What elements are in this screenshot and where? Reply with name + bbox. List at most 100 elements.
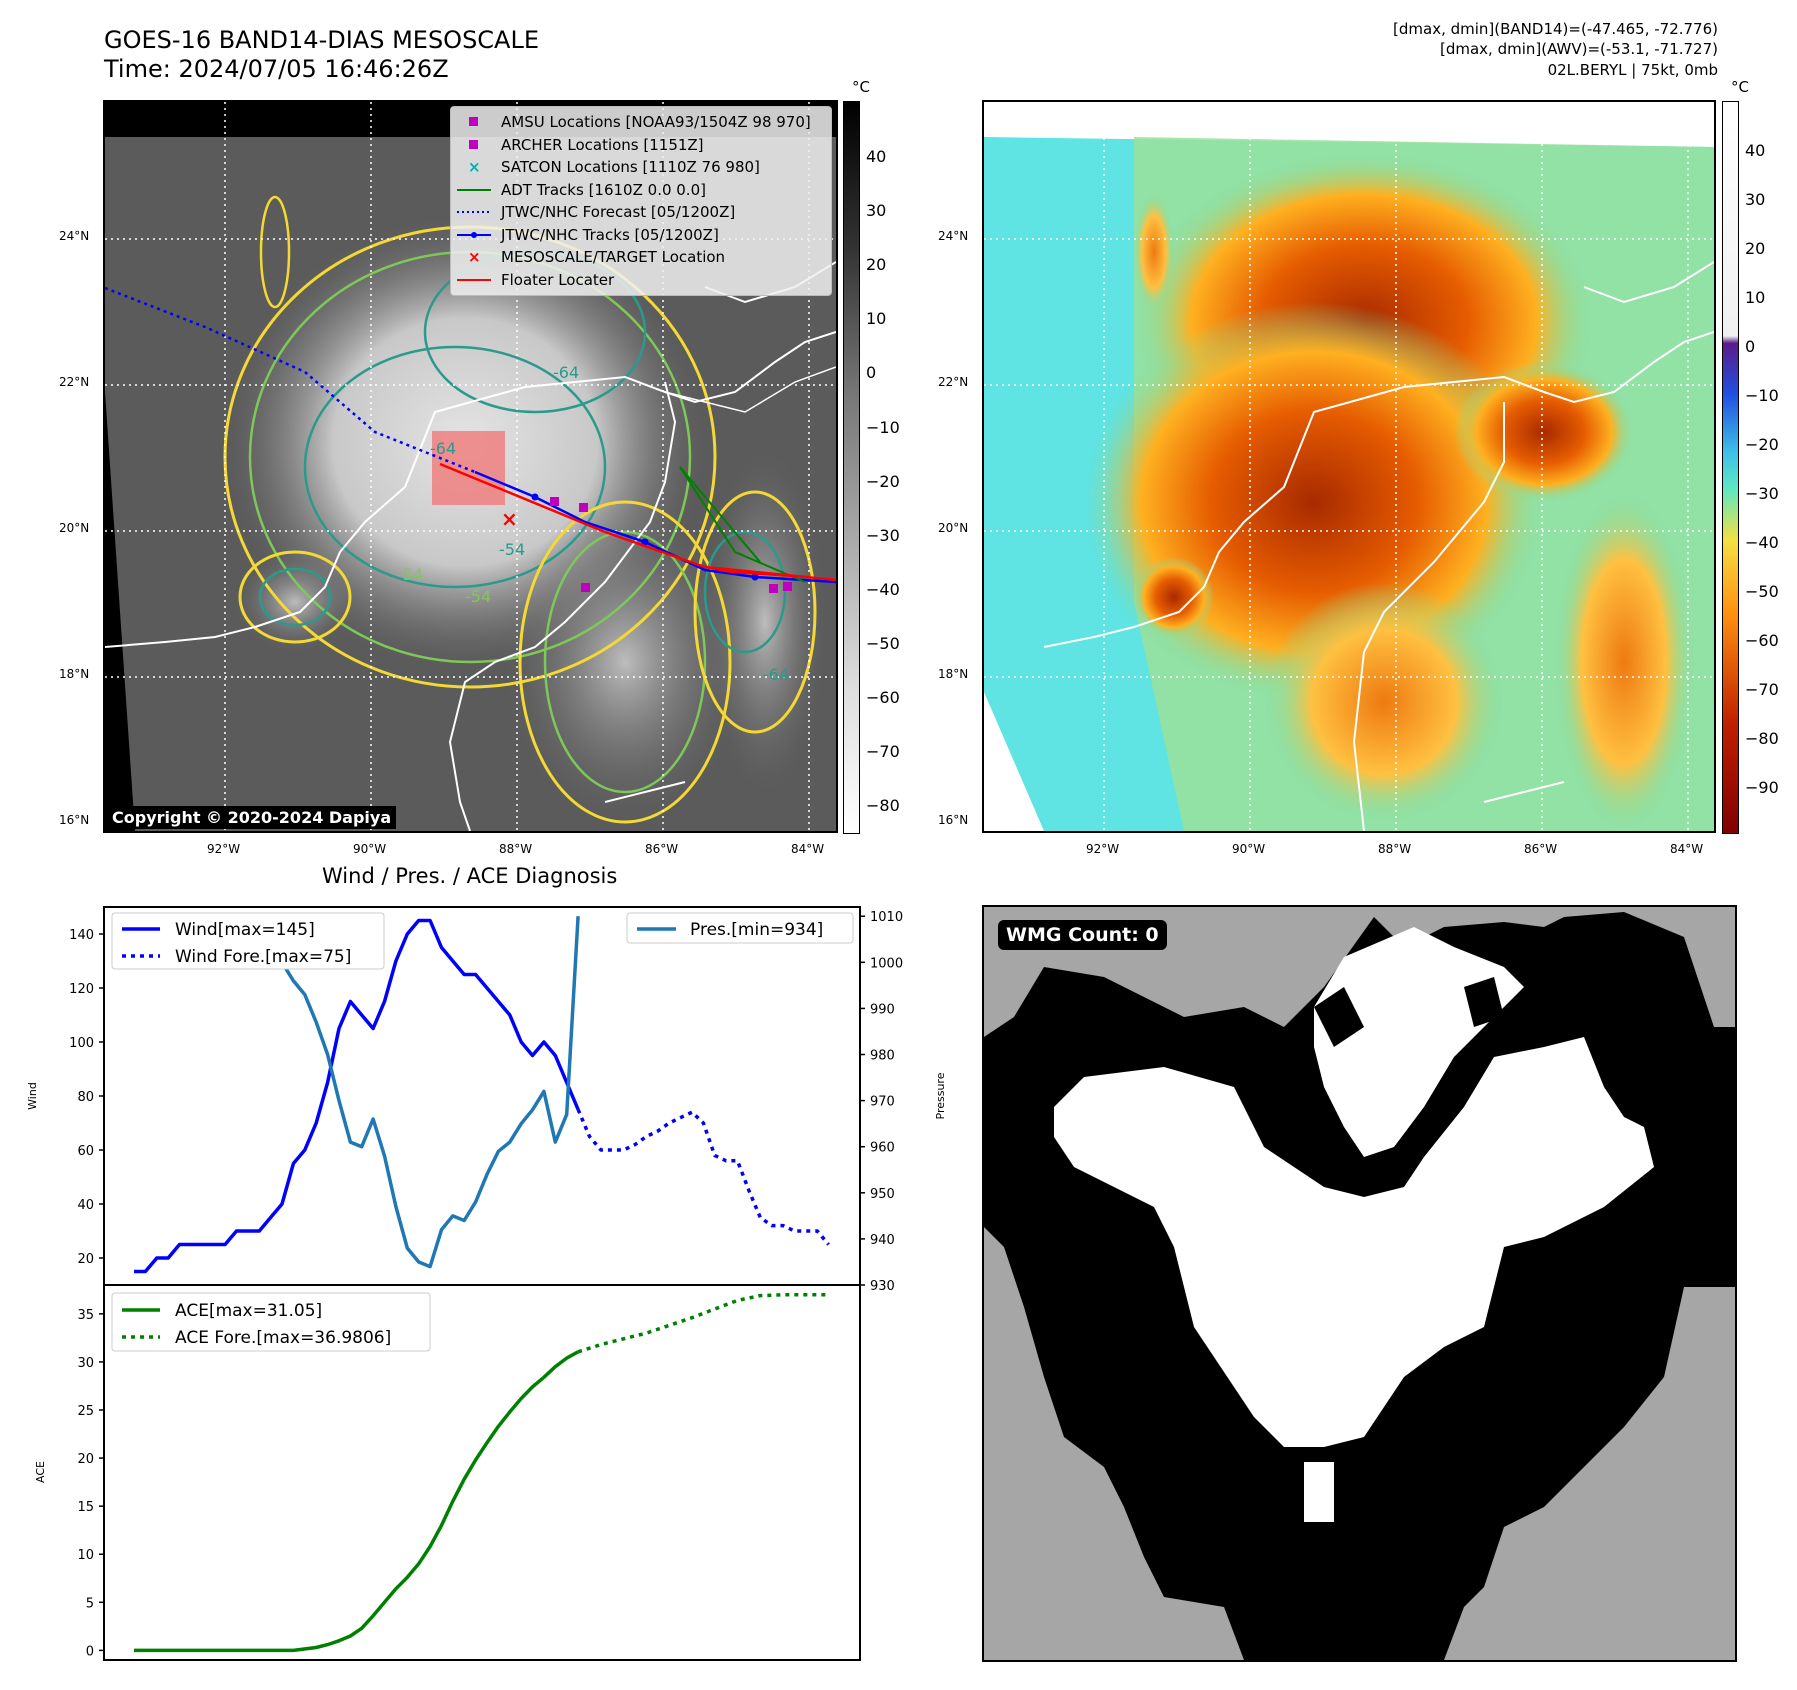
legend-entry: × MESOSCALE/TARGET Location bbox=[457, 246, 825, 269]
y-tick-label: 15 bbox=[77, 1500, 94, 1515]
legend-text-wind: Wind[max=145] bbox=[175, 920, 315, 940]
colorbar-tick-label: −10 bbox=[1745, 386, 1779, 405]
colorbar-tick-label: −70 bbox=[866, 742, 900, 762]
ace-legend-box bbox=[111, 1292, 431, 1352]
y-right-tick-label: 1010 bbox=[870, 910, 903, 925]
contour-label: -54 bbox=[465, 587, 491, 606]
legend-label: ARCHER Locations [1151Z] bbox=[501, 135, 704, 154]
y-tick-label: 35 bbox=[77, 1308, 94, 1323]
series-line-0 bbox=[134, 918, 580, 1274]
legend-label: ADT Tracks [1610Z 0.0 0.0] bbox=[501, 180, 706, 199]
diagnosis-title: Wind / Pres. / ACE Diagnosis bbox=[322, 864, 618, 888]
awv-map-panel bbox=[982, 100, 1716, 833]
wind-legend-box bbox=[111, 912, 385, 970]
wmg-count-label: WMG Count: 0 bbox=[998, 920, 1167, 950]
colorbar-tick-label: −40 bbox=[1745, 533, 1779, 552]
svg-text:×: × bbox=[468, 160, 481, 174]
colorbar-tick-label: −60 bbox=[1745, 631, 1779, 650]
ir-map-image: × -64 -64 -54 -54 -64 -54 bbox=[105, 102, 836, 831]
ace-series-line-1 bbox=[577, 1293, 829, 1354]
lon-tick-label: 90°W bbox=[353, 842, 387, 856]
legend-entry: ARCHER Locations [1151Z] bbox=[457, 134, 825, 157]
chart-time: Time: 2024/07/05 16:46:26Z bbox=[104, 55, 449, 83]
lat-tick-label: 22°N bbox=[938, 375, 969, 389]
legend-label: JTWC/NHC Tracks [05/1200Z] bbox=[501, 225, 719, 244]
legend-text-pres: Pres.[min=934] bbox=[690, 920, 823, 940]
ace-axis-label: ACE bbox=[34, 1461, 47, 1483]
info-band14-range: [dmax, dmin](BAND14)=(-47.465, -72.776) bbox=[1393, 20, 1718, 38]
colorbar-tick-label: −50 bbox=[1745, 582, 1779, 601]
lat-tick-label: 22°N bbox=[59, 375, 90, 389]
adt-track bbox=[679, 466, 806, 583]
colorbar-tick-label: 30 bbox=[1745, 190, 1766, 209]
forecast-track bbox=[105, 286, 476, 474]
floater-box bbox=[432, 431, 505, 505]
colorbar-tick-label: −90 bbox=[1745, 778, 1779, 797]
colorbar-tick-label: 0 bbox=[1745, 337, 1756, 356]
contour-label: -64 bbox=[763, 665, 789, 684]
colorbar-tick-label: −10 bbox=[866, 417, 900, 437]
ace-series-line-0 bbox=[134, 1350, 579, 1653]
copyright-label: Copyright © 2020-2024 Dapiya bbox=[107, 806, 397, 829]
colorbar-tick-label: −30 bbox=[1745, 484, 1779, 503]
colorbar-tick-label: −70 bbox=[1745, 680, 1779, 699]
wmg-mask-image bbox=[984, 912, 1735, 1660]
legend-symbol-icon bbox=[457, 228, 491, 242]
lat-tick-label: 16°N bbox=[59, 813, 90, 827]
floater-locator-line bbox=[439, 462, 836, 582]
legend-entry: ADT Tracks [1610Z 0.0 0.0] bbox=[457, 179, 825, 202]
y-right-tick-label: 940 bbox=[870, 1233, 895, 1248]
legend-label: JTWC/NHC Forecast [05/1200Z] bbox=[501, 203, 736, 222]
legend-text-ace-fore: ACE Fore.[max=36.9806] bbox=[175, 1328, 391, 1348]
legend-entry: Floater Locater bbox=[457, 269, 825, 292]
contour-label: -54 bbox=[397, 565, 423, 584]
lon-tick-label: 88°W bbox=[499, 842, 533, 856]
legend-label: MESOSCALE/TARGET Location bbox=[501, 248, 726, 267]
colorbar-tick-label: 10 bbox=[866, 309, 887, 329]
colorbar-tick-label: 20 bbox=[866, 255, 887, 275]
target-x-marker: × bbox=[501, 507, 518, 531]
legend-symbol-icon bbox=[457, 115, 491, 129]
ir-map-panel: × -64 -64 -54 -54 -64 -54 AMSU Locations… bbox=[103, 100, 838, 833]
colorbar-tick-label: 0 bbox=[866, 363, 877, 383]
y-tick-label: 100 bbox=[69, 1036, 94, 1051]
lat-tick-label: 20°N bbox=[938, 521, 969, 535]
legend-text-wind-fore: Wind Fore.[max=75] bbox=[175, 947, 351, 967]
lon-tick-label: 86°W bbox=[1524, 842, 1558, 856]
y-right-tick-label: 950 bbox=[870, 1187, 895, 1202]
ir-colorbar bbox=[843, 101, 860, 834]
y-tick-label: 25 bbox=[77, 1404, 94, 1419]
y-tick-label: 40 bbox=[77, 1198, 94, 1213]
series-line-1 bbox=[576, 1108, 830, 1246]
contour-label: -54 bbox=[499, 540, 525, 559]
legend-entry: JTWC/NHC Tracks [05/1200Z] bbox=[457, 224, 825, 247]
awv-colorbar-unit: °C bbox=[1731, 78, 1749, 96]
y-tick-label: 20 bbox=[77, 1252, 94, 1267]
ir-map-legend: AMSU Locations [NOAA93/1504Z 98 970] ARCH… bbox=[450, 106, 832, 296]
lat-tick-label: 24°N bbox=[938, 229, 969, 243]
legend-symbol-icon: × bbox=[457, 160, 491, 174]
awv-map-image bbox=[984, 102, 1714, 831]
y-tick-label: 5 bbox=[86, 1596, 94, 1611]
lon-tick-label: 92°W bbox=[207, 842, 241, 856]
y-tick-label: 30 bbox=[77, 1356, 94, 1371]
ace-axes-frame bbox=[103, 1284, 861, 1661]
contour-label: -64 bbox=[430, 439, 456, 458]
legend-entry: × SATCON Locations [1110Z 76 980] bbox=[457, 156, 825, 179]
legend-entry: JTWC/NHC Forecast [05/1200Z] bbox=[457, 201, 825, 224]
wind-axis-label: Wind bbox=[26, 1082, 39, 1110]
lon-tick-label: 88°W bbox=[1378, 842, 1412, 856]
legend-symbol-icon bbox=[457, 273, 491, 287]
svg-text:×: × bbox=[468, 250, 481, 264]
colorbar-tick-label: −20 bbox=[866, 471, 900, 491]
colorbar-tick-label: −30 bbox=[866, 525, 900, 545]
colorbar-tick-label: −50 bbox=[866, 633, 900, 653]
colorbar-tick-label: 30 bbox=[866, 201, 887, 221]
info-awv-range: [dmax, dmin](AWV)=(-53.1, -71.727) bbox=[1439, 40, 1718, 58]
lat-tick-label: 20°N bbox=[59, 521, 90, 535]
y-tick-label: 140 bbox=[69, 928, 94, 943]
colorbar-tick-label: 20 bbox=[1745, 239, 1766, 258]
diagnosis-chart: 2040608010012014093094095096097098099010… bbox=[26, 906, 947, 1661]
ir-colorbar-unit: °C bbox=[852, 78, 870, 96]
y-right-tick-label: 1000 bbox=[870, 956, 903, 971]
